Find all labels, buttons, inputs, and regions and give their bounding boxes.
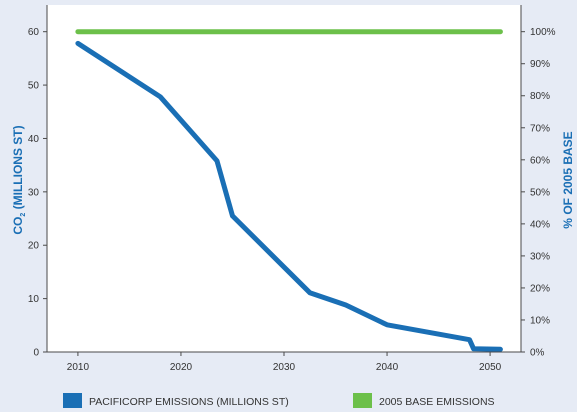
y2-tick-label: 20%	[530, 283, 550, 294]
x-axis-ticks: 2010 2020 2030 2040 2050	[67, 352, 502, 373]
x-tick-label: 2050	[479, 362, 502, 373]
y2-tick-label: 10%	[530, 315, 550, 326]
y2-tick-label: 90%	[530, 59, 550, 70]
legend-swatch-1	[353, 393, 372, 408]
y2-tick-label: 70%	[530, 123, 550, 134]
y2-axis-title: % OF 2005 BASE	[561, 131, 575, 228]
x-tick-label: 2010	[67, 362, 90, 373]
series-line-0	[75, 40, 503, 352]
legend-label-0: PACIFICORP EMISSIONS (MILLIONS ST)	[89, 396, 289, 408]
y-axis-title-subscript: 2	[20, 213, 27, 217]
y2-tick-label: 80%	[530, 91, 550, 102]
x-tick-label: 2030	[273, 362, 296, 373]
y-tick-label: 60	[28, 27, 40, 38]
y-tick-label: 20	[28, 241, 40, 252]
legend-swatch-0	[63, 393, 82, 408]
y2-tick-label: 40%	[530, 219, 550, 230]
x-tick-label: 2020	[170, 362, 193, 373]
y2-tick-label: 30%	[530, 251, 550, 262]
y-tick-label: 50	[28, 81, 40, 92]
y2-tick-label: 50%	[530, 187, 550, 198]
y-axis-title-prefix: CO	[11, 217, 25, 235]
y2-tick-label: 0%	[530, 348, 545, 359]
y-axis-title-suffix: (MILLIONS ST)	[11, 125, 25, 212]
legend: PACIFICORP EMISSIONS (MILLIONS ST) 2005 B…	[63, 393, 495, 408]
y-tick-label: 10	[28, 294, 40, 305]
y-tick-label: 40	[28, 134, 40, 145]
y-tick-label: 30	[28, 187, 40, 198]
y2-tick-label: 60%	[530, 155, 550, 166]
legend-label-1: 2005 BASE EMISSIONS	[379, 396, 495, 408]
plot-area	[47, 5, 521, 352]
series-layer	[75, 29, 503, 352]
y2-axis-ticks: 0% 10% 20% 30% 40% 50% 60% 70% 80% 90% 100%	[521, 27, 556, 359]
y2-tick-label: 100%	[530, 27, 556, 38]
y-tick-label: 0	[33, 348, 39, 359]
x-tick-label: 2040	[376, 362, 399, 373]
y-axis-ticks: 0 10 20 30 40 50 60	[28, 27, 47, 359]
y-axis-title: CO2 (MILLIONS ST)	[11, 125, 27, 234]
